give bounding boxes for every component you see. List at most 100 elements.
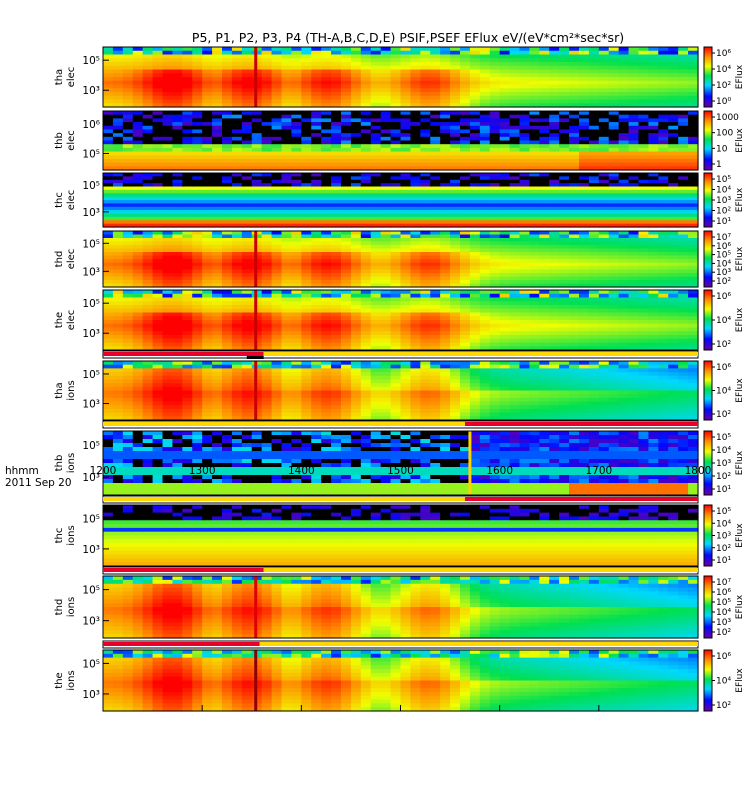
- heatmap-cell: [648, 193, 659, 198]
- heatmap-cell: [608, 280, 620, 285]
- heatmap-cell: [479, 162, 491, 167]
- heatmap-cell: [281, 103, 293, 108]
- heatmap-cell: [460, 92, 471, 97]
- heatmap-cell: [390, 276, 402, 281]
- heatmap-cell: [529, 266, 540, 271]
- heatmap-cell: [132, 390, 144, 395]
- heatmap-cell: [469, 346, 481, 351]
- heatmap-cell: [410, 266, 421, 271]
- heatmap-cell: [350, 312, 362, 317]
- heatmap-cell: [311, 203, 322, 208]
- heatmap-cell: [598, 133, 610, 138]
- heatmap-cell: [479, 47, 491, 52]
- heatmap-cell: [430, 58, 441, 63]
- heatmap-cell: [321, 255, 332, 260]
- heatmap-cell: [569, 189, 580, 194]
- heatmap-cell: [222, 158, 233, 164]
- heatmap-cell: [559, 186, 570, 191]
- heatmap-cell: [658, 95, 669, 101]
- species-label: elec: [66, 310, 77, 331]
- heatmap-cell: [311, 80, 322, 86]
- heatmap-cell: [618, 297, 630, 302]
- heatmap-cell: [321, 92, 332, 97]
- heatmap-cell: [103, 173, 114, 177]
- heatmap-cell: [509, 196, 521, 201]
- heatmap-cell: [172, 301, 183, 306]
- heatmap-cell: [132, 125, 144, 131]
- heatmap-cell: [658, 342, 669, 347]
- heatmap-cell: [648, 80, 659, 86]
- heatmap-cell: [132, 248, 144, 253]
- heatmap-cell: [112, 65, 124, 71]
- heatmap-cell: [420, 183, 431, 188]
- heatmap-cell: [440, 255, 451, 260]
- heatmap-cell: [668, 189, 679, 194]
- heatmap-cell: [271, 80, 283, 86]
- heatmap-cell: [142, 290, 154, 295]
- heatmap-cell: [450, 114, 461, 119]
- heatmap-cell: [469, 151, 481, 156]
- heatmap-cell: [658, 259, 669, 264]
- heatmap-cell: [450, 255, 461, 260]
- heatmap-cell: [271, 213, 283, 218]
- heatmap-cell: [341, 266, 352, 271]
- heatmap-cell: [380, 234, 392, 239]
- heatmap-cell: [311, 84, 322, 89]
- heatmap-cell: [440, 140, 451, 145]
- heatmap-cell: [380, 144, 392, 149]
- heatmap-cell: [162, 342, 174, 347]
- heatmap-cell: [103, 179, 114, 184]
- heatmap-cell: [311, 245, 322, 250]
- heatmap-cell: [469, 283, 481, 288]
- heatmap-cell: [331, 151, 342, 156]
- heatmap-cell: [410, 151, 421, 156]
- heatmap-cell: [489, 196, 501, 201]
- heatmap-cell: [678, 144, 689, 149]
- heatmap-cell: [212, 210, 223, 215]
- heatmap-cell: [341, 323, 352, 329]
- heatmap-cell: [509, 140, 521, 145]
- heatmap-cell: [281, 183, 293, 188]
- heatmap-cell: [350, 252, 362, 257]
- heatmap-cell: [688, 80, 699, 86]
- heatmap-cell: [400, 136, 412, 142]
- heatmap-cell: [648, 99, 659, 104]
- heatmap-cell: [281, 290, 293, 295]
- heatmap-cell: [231, 248, 243, 253]
- heatmap-cell: [598, 234, 610, 239]
- heatmap-cell: [231, 54, 243, 59]
- heatmap-cell: [162, 297, 174, 302]
- heatmap-cell: [628, 280, 640, 285]
- heatmap-cell: [152, 368, 164, 373]
- heatmap-cell: [579, 255, 590, 260]
- heatmap-cell: [400, 308, 412, 314]
- heatmap-cell: [241, 65, 253, 71]
- heatmap-cell: [291, 280, 302, 285]
- heatmap-cell: [549, 335, 560, 340]
- heatmap-cell: [608, 234, 620, 239]
- heatmap-cell: [658, 158, 669, 164]
- heatmap-cell: [360, 269, 372, 274]
- heatmap-cell: [291, 259, 302, 264]
- heatmap-cell: [370, 84, 382, 89]
- heatmap-cell: [549, 147, 560, 153]
- heatmap-cell: [460, 301, 471, 306]
- heatmap-cell: [400, 238, 412, 243]
- heatmap-cell: [380, 111, 392, 116]
- heatmap-cell: [588, 47, 600, 52]
- heatmap-cell: [162, 290, 174, 295]
- heatmap-cell: [162, 186, 174, 191]
- heatmap-cell: [341, 206, 352, 211]
- heatmap-cell: [598, 114, 610, 119]
- heatmap-cell: [390, 189, 402, 194]
- heatmap-cell: [390, 103, 402, 108]
- heatmap-cell: [311, 129, 322, 134]
- heatmap-cell: [311, 213, 322, 218]
- heatmap-cell: [638, 259, 650, 264]
- heatmap-cell: [509, 283, 521, 288]
- heatmap-cell: [202, 80, 213, 86]
- heatmap-cell: [559, 147, 570, 153]
- heatmap-cell: [380, 186, 392, 191]
- heatmap-cell: [370, 196, 382, 201]
